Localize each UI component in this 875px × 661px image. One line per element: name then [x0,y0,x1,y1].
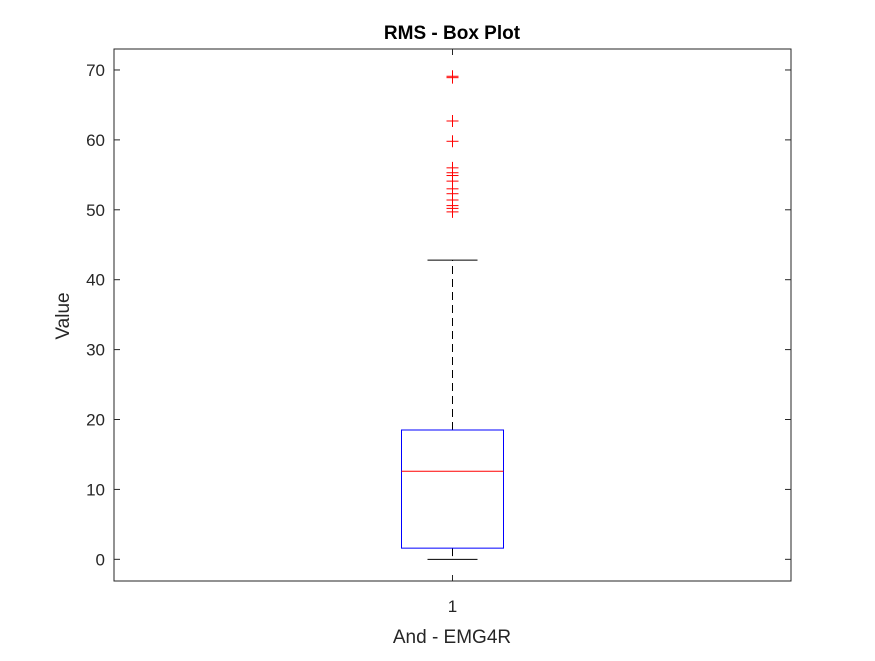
outlier-series [446,70,459,218]
x-tick-label: 1 [448,597,457,616]
axes [113,48,792,582]
y-tick-label: 0 [96,550,105,569]
outlier-marker [446,161,459,174]
axes-frame [113,48,792,582]
chart-title: RMS - Box Plot [384,23,521,44]
y-axis-label: Value [53,292,74,339]
y-tick-label: 20 [86,411,105,430]
y-tick-label: 30 [86,341,105,360]
y-tick-label: 60 [86,131,105,150]
outlier-marker [446,115,459,128]
axis-ticks: 0 10 20 30 40 50 60 70 1 [86,49,791,616]
box-series [401,259,504,560]
y-tick-label: 10 [86,480,105,499]
y-tick-label: 70 [86,61,105,80]
y-tick-label: 50 [86,201,105,220]
outlier-marker [446,135,459,148]
x-axis-label: And - EMG4R [393,627,511,648]
y-tick-label: 40 [86,271,105,290]
iqr-box [401,429,504,549]
outlier-marker [446,70,459,83]
